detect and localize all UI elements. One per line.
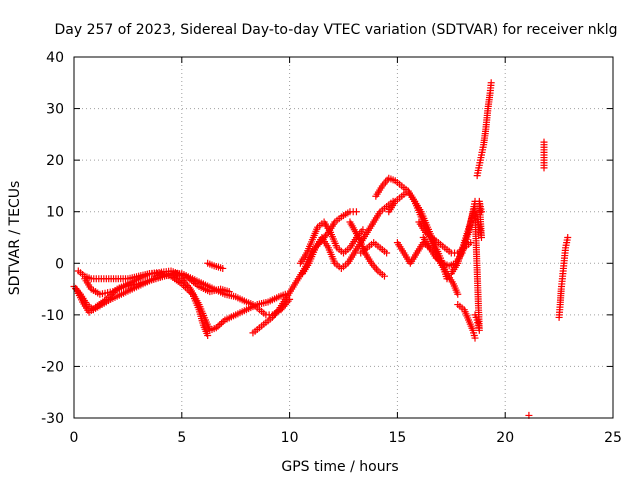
data-point	[225, 288, 233, 296]
data-point	[471, 334, 479, 342]
data-layer	[70, 79, 572, 419]
x-tick-label: 5	[177, 430, 186, 446]
x-tick-label: 20	[496, 430, 514, 446]
y-tick-label: 30	[46, 102, 64, 118]
y-tick-label: 20	[46, 153, 64, 169]
data-point	[383, 249, 391, 257]
tick-layer	[73, 56, 614, 419]
y-axis-label: SDTVAR / TECUs	[7, 181, 23, 296]
data-point	[454, 290, 462, 298]
tick-label-layer: 0 5 10 15 20 25 -30 -20 -10 0 10 20 30 40	[41, 50, 622, 446]
data-point	[217, 319, 225, 327]
data-point	[540, 138, 548, 146]
chart-title: Day 257 of 2023, Sidereal Day-to-day VTE…	[55, 22, 618, 38]
data-point	[219, 264, 227, 272]
data-point	[487, 79, 495, 87]
data-point	[564, 234, 572, 241]
x-tick-label: 25	[604, 430, 622, 446]
data-point	[219, 318, 227, 326]
y-tick-label: 10	[46, 205, 64, 221]
data-point	[380, 272, 388, 280]
data-point	[352, 208, 360, 216]
y-tick-label: 40	[46, 50, 64, 66]
y-tick-label: -10	[41, 308, 64, 324]
x-tick-label: 10	[281, 430, 299, 446]
x-tick-label: 0	[70, 430, 79, 446]
data-point	[443, 275, 451, 283]
y-tick-label: -20	[41, 359, 64, 375]
data-point	[214, 322, 222, 330]
data-point	[212, 324, 220, 332]
data-point	[477, 208, 485, 216]
plot-frame	[73, 56, 614, 419]
y-tick-label: -30	[41, 411, 64, 427]
x-axis-label: GPS time / hours	[281, 459, 398, 475]
grid-layer	[74, 57, 613, 418]
data-point	[216, 321, 224, 329]
y-tick-label: 0	[55, 256, 64, 272]
x-tick-label: 15	[388, 430, 406, 446]
data-point	[204, 331, 212, 339]
